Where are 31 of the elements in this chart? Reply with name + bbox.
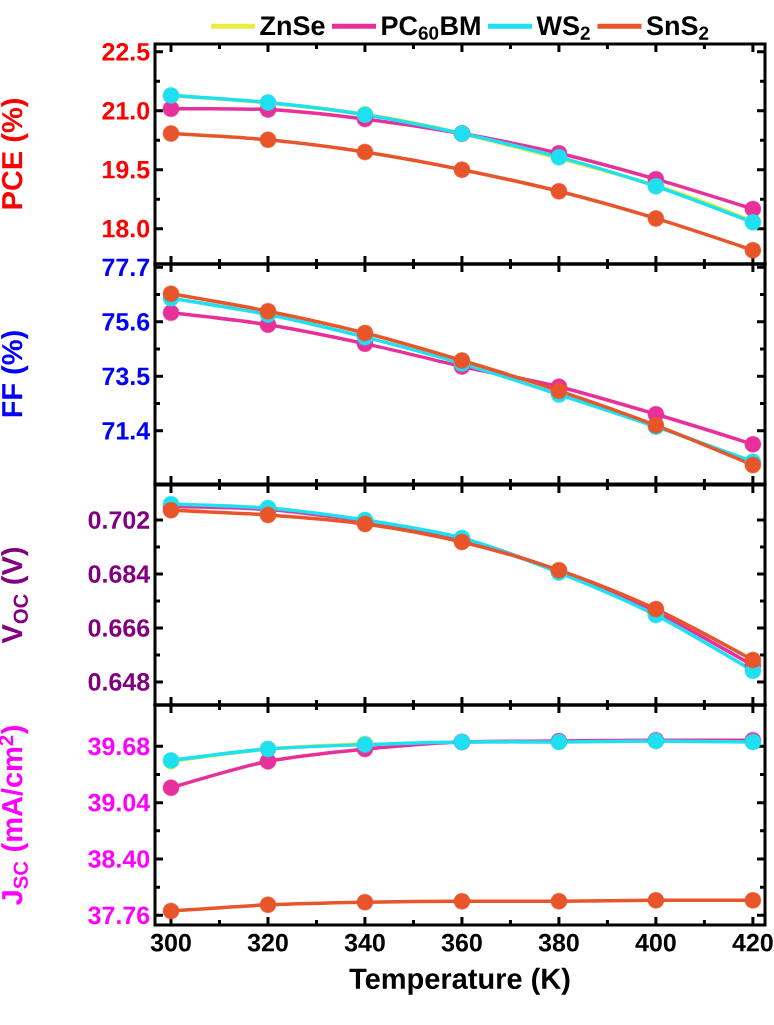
legend-label: ZnSe xyxy=(260,16,325,36)
x-tick-label: 420 xyxy=(732,933,773,952)
x-tick-label: 360 xyxy=(441,933,482,952)
legend-label: WS$_{2}$ xyxy=(536,16,590,40)
y-tick-label: 39.04 xyxy=(88,793,151,812)
legend-label: SnS$_{2}$ xyxy=(646,16,709,40)
x-axis-title: Temperature (K) xyxy=(349,967,570,995)
y-tick-label: 38.40 xyxy=(88,850,150,868)
x-tick-label: 320 xyxy=(247,933,288,952)
y-axis-title: PCE (%) xyxy=(1,99,29,209)
legend-label: PC$_{60}$BM xyxy=(382,16,480,40)
y-tick-label: 18.0 xyxy=(103,219,150,238)
y-tick-label: 0.648 xyxy=(88,673,150,691)
y-axis-title: V$_{OC}$ (V) xyxy=(1,547,29,644)
x-tick-label: 400 xyxy=(635,933,676,952)
y-tick-label: 73.5 xyxy=(102,367,150,386)
y-tick-label: 19.5 xyxy=(103,160,150,179)
y-tick-label: 75.6 xyxy=(102,313,150,331)
x-tick-label: 340 xyxy=(344,933,385,952)
y-tick-label: 0.684 xyxy=(88,565,151,583)
y-tick-label: 77.7 xyxy=(102,258,150,276)
y-tick-label: 0.666 xyxy=(88,619,150,637)
y-axis-title: FF (%) xyxy=(1,331,29,417)
y-tick-label: 37.76 xyxy=(88,906,150,925)
y-tick-label: 22.5 xyxy=(102,43,150,61)
y-tick-label: 39.68 xyxy=(88,737,150,756)
y-tick-label: 21.0 xyxy=(102,101,150,120)
y-tick-label: 71.4 xyxy=(102,422,151,440)
x-tick-label: 300 xyxy=(150,933,191,952)
x-tick-label: 380 xyxy=(538,933,579,952)
y-tick-label: 0.702 xyxy=(88,511,150,529)
